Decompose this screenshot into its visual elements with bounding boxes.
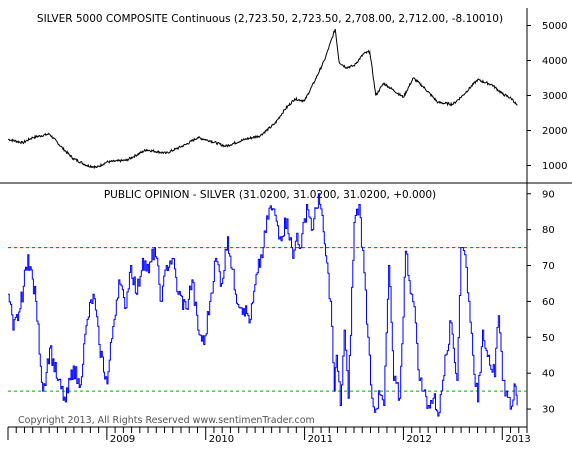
opinion-y-tick-label: 80 (542, 225, 555, 236)
price-y-tick-label: 1000 (542, 161, 567, 172)
opinion-y-ticks: 30 40 50 60 70 80 90 (527, 189, 555, 416)
opinion-panel: PUBLIC OPINION - SILVER (31.0200, 31.020… (8, 183, 555, 427)
copyright-text: Copyright 2013, All Rights Reserved www.… (18, 415, 315, 426)
opinion-panel-title: PUBLIC OPINION - SILVER (31.0200, 31.020… (104, 189, 436, 201)
x-tick-label: 2010 (209, 434, 234, 445)
price-y-tick-label: 2000 (542, 126, 567, 137)
price-panel-title: SILVER 5000 COMPOSITE Continuous (2,723.… (37, 13, 503, 25)
price-y-ticks: 1000 2000 3000 4000 5000 (527, 21, 567, 172)
price-y-tick-label: 3000 (542, 91, 567, 102)
opinion-y-tick-label: 30 (542, 405, 555, 416)
opinion-series-line (8, 193, 518, 417)
x-tick-label: 2011 (308, 434, 333, 445)
opinion-y-tick-label: 50 (542, 333, 555, 344)
opinion-y-tick-label: 40 (542, 369, 555, 380)
price-y-tick-label: 5000 (542, 21, 567, 32)
x-tick-label: 2009 (110, 434, 135, 445)
opinion-y-tick-label: 70 (542, 261, 555, 272)
opinion-y-tick-label: 60 (542, 297, 555, 308)
x-tick-label: 2012 (406, 434, 431, 445)
price-panel: SILVER 5000 COMPOSITE Continuous (2,723.… (7, 8, 567, 183)
x-axis: 2009 2010 2011 2012 2013 (7, 426, 531, 445)
x-axis-ticks: 2009 2010 2011 2012 2013 (7, 427, 531, 445)
x-tick-label: 2013 (505, 434, 530, 445)
opinion-y-tick-label: 90 (542, 189, 555, 200)
price-series-line (7, 28, 518, 170)
price-y-tick-label: 4000 (542, 56, 567, 67)
